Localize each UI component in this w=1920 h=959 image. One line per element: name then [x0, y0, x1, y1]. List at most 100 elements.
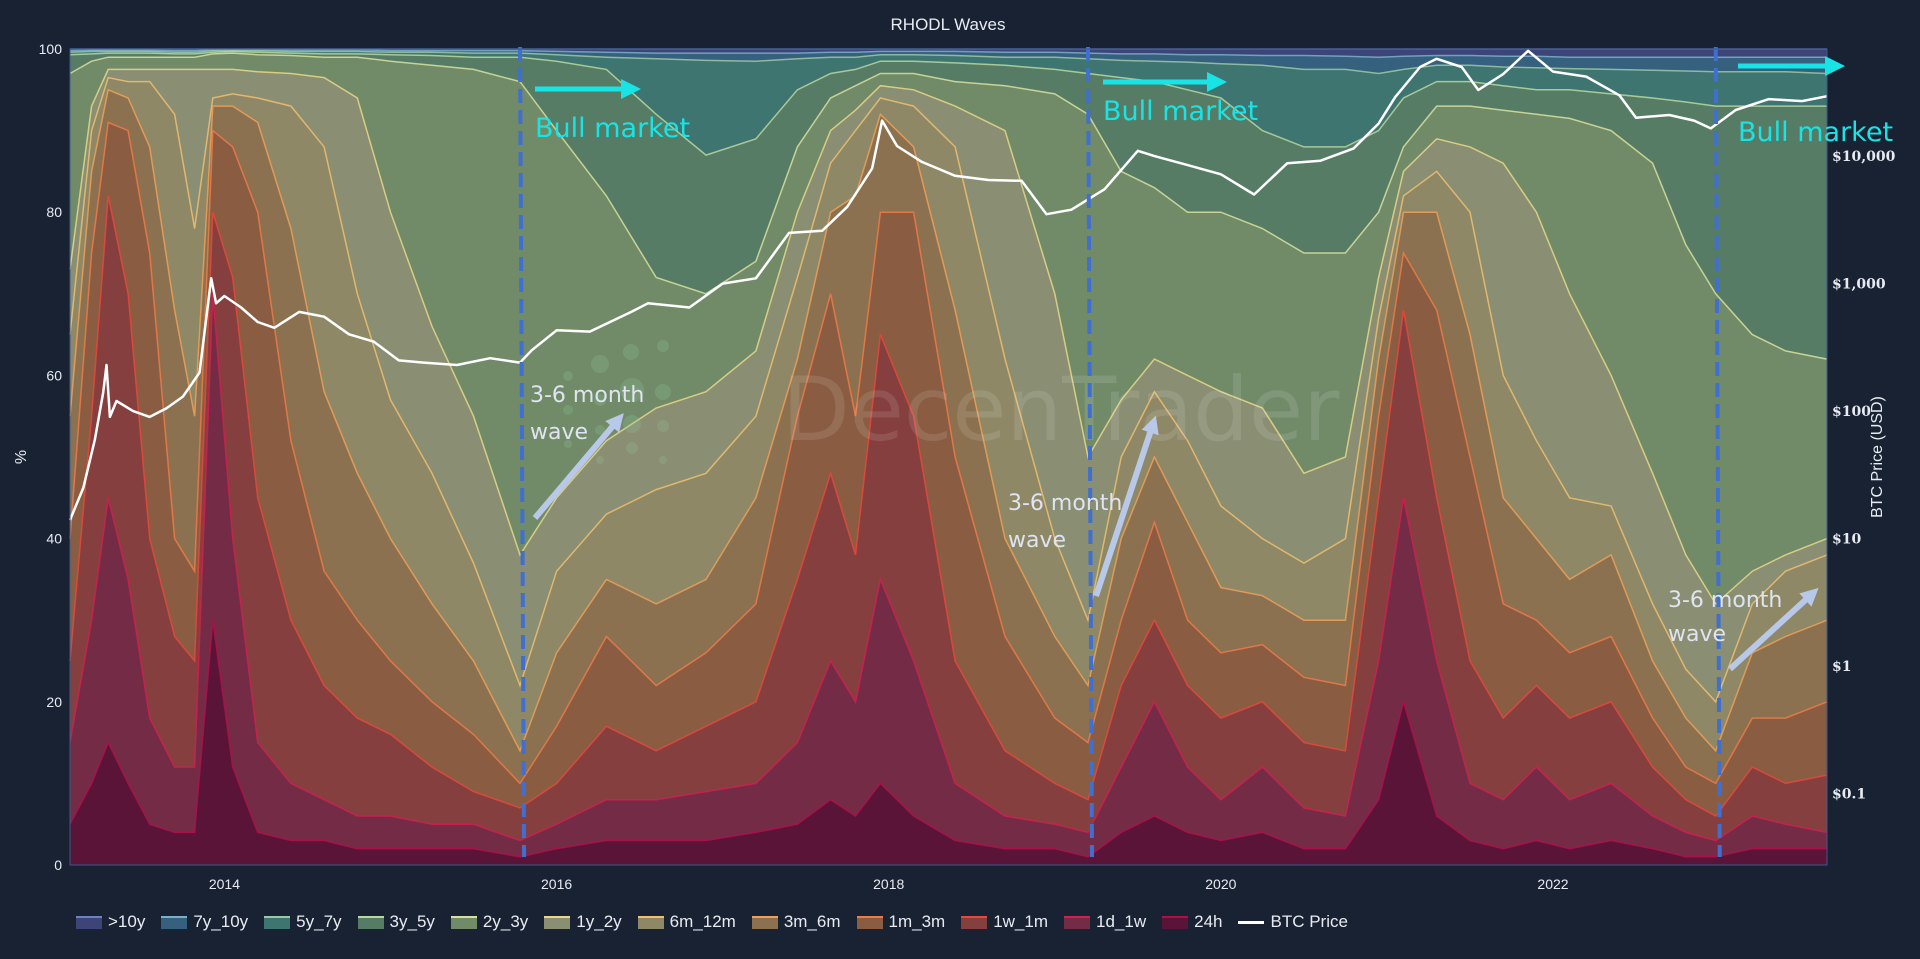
legend-label: 1y_2y: [576, 912, 622, 931]
wave-label-line1: 3-6 month: [1668, 588, 1782, 613]
y2-axis-title: BTC Price (USD): [1869, 396, 1886, 518]
bull-market-label: Bull market: [1738, 117, 1893, 148]
legend-item[interactable]: 1y_2y: [544, 912, 622, 932]
stacked-bands: [69, 48, 1828, 866]
watermark-dot: [591, 355, 609, 373]
y-tick-label: 100: [39, 41, 63, 57]
wave-label-line1: 3-6 month: [530, 383, 644, 408]
legend-item[interactable]: 2y_3y: [450, 912, 529, 932]
watermark-dot: [596, 456, 604, 464]
legend-label: 1d_1w: [1096, 912, 1147, 931]
y2-tick-label: $1: [1832, 659, 1851, 675]
band-line-3m_6m: [69, 88, 1828, 753]
bull-market-label: Bull market: [535, 113, 690, 144]
watermark-dot: [563, 371, 573, 381]
x-tick-label: 2016: [541, 876, 572, 892]
wave-arrow: [1727, 587, 1819, 672]
legend-swatch: [856, 915, 883, 929]
legend-label: 2y_3y: [482, 912, 529, 931]
y2-tick-label: $0.1: [1832, 787, 1866, 803]
legend-swatch: [161, 915, 188, 929]
legend-item[interactable]: BTC Price: [1238, 912, 1348, 932]
y-tick-label: 60: [46, 367, 62, 383]
legend-item[interactable]: 1m_3m: [856, 912, 946, 932]
band-line-1d_1w: [69, 293, 1828, 842]
legend-item[interactable]: 1w_1m: [961, 912, 1048, 932]
legend-swatch: [264, 915, 291, 929]
legend-label: 1w_1m: [993, 912, 1048, 931]
watermark-dot: [659, 456, 667, 464]
x-tick-label: 2022: [1537, 876, 1568, 892]
legend-item[interactable]: >10y: [76, 912, 145, 932]
watermark-dot: [564, 440, 572, 448]
band-line-24h: [69, 620, 1827, 858]
watermark-dot: [595, 425, 605, 435]
btc-price-line-group: [68, 49, 1828, 521]
legend-label: 3y_5y: [389, 912, 435, 931]
plot-frame: [69, 48, 1828, 866]
legend-label: 7y_10y: [193, 912, 249, 931]
y2-tick-label: $10,000: [1832, 149, 1896, 165]
y-axis-left: 0 20 40 60 80 100: [39, 41, 63, 873]
legend: >10y 7y_10y 5y_7y 3y_5y 2y_3y 1y_2y 6m_12m 3m_6…: [76, 912, 1364, 932]
watermark-dot: [655, 384, 671, 400]
bull-market-label: Bull market: [1103, 96, 1258, 127]
legend-label: 6m_12m: [669, 912, 736, 931]
x-axis: 2014 2016 2018 2020 2022: [209, 876, 1569, 892]
legend-label: 1m_3m: [888, 912, 946, 931]
y-axis-title: %: [13, 450, 30, 464]
wave-label-line1: 3-6 month: [1008, 491, 1122, 516]
watermark-text: DecenTrader: [782, 358, 1340, 461]
legend-item[interactable]: 5y_7y: [264, 912, 342, 932]
band-1d_1w: [70, 293, 1827, 865]
watermark-dot: [657, 340, 669, 352]
legend-label: 24h: [1194, 912, 1223, 931]
y2-tick-label: $100: [1832, 404, 1871, 420]
legend-item[interactable]: 6m_12m: [637, 912, 736, 932]
chart-title: RHODL Waves: [891, 15, 1006, 34]
y-axis-right: $0.1 $1 $10 $100 $1,000 $10,000: [1832, 149, 1896, 803]
band-line-5y_7y: [69, 49, 1828, 75]
watermark-dot: [620, 378, 644, 402]
band-line-1m_3m: [69, 121, 1828, 785]
band-line-2y_3y: [69, 52, 1828, 360]
band-line-1w_1m: [69, 195, 1828, 817]
legend-item[interactable]: 3y_5y: [357, 912, 435, 932]
y2-tick-label: $10: [1832, 532, 1861, 548]
btc-price-line: [68, 49, 1828, 521]
x-tick-label: 2014: [209, 876, 240, 892]
y-tick-label: 20: [46, 694, 62, 710]
legend-swatch: [544, 915, 571, 929]
legend-swatch: [1162, 915, 1189, 929]
legend-swatch: [76, 915, 102, 929]
wave-arrow: [1093, 415, 1159, 597]
watermark-dot: [623, 415, 641, 433]
wave-label-line2: wave: [530, 420, 588, 445]
halving-dashed-line: [518, 46, 527, 858]
legend-item[interactable]: 7y_10y: [161, 912, 248, 932]
x-tick-label: 2018: [873, 876, 904, 892]
legend-line-swatch: [1238, 920, 1265, 924]
legend-item[interactable]: 3m_6m: [751, 912, 841, 932]
watermark-dot: [594, 394, 606, 406]
band-line-3y_5y: [69, 50, 1827, 156]
legend-swatch: [1064, 915, 1090, 929]
legend-item[interactable]: 24h: [1162, 912, 1222, 932]
wave-label-line2: wave: [1008, 528, 1066, 553]
y2-tick-label: $1,000: [1832, 277, 1886, 293]
x-tick-label: 2020: [1205, 876, 1236, 892]
y-tick-label: 40: [46, 531, 62, 547]
wave-label-line2: wave: [1668, 622, 1726, 647]
legend-swatch: [450, 915, 477, 929]
annotations: Bull market Bull market Bull market 3-6 mon…: [530, 56, 1893, 672]
band-line-7y_10y: [69, 49, 1827, 58]
legend-label: 5y_7y: [296, 912, 342, 931]
watermark-dot: [657, 420, 669, 432]
watermark-dot: [623, 344, 639, 360]
wave-arrow: [532, 413, 624, 520]
legend-swatch: [357, 915, 384, 929]
legend-item[interactable]: 1d_1w: [1064, 912, 1146, 932]
legend-swatch: [637, 915, 664, 929]
y-tick-label: 0: [54, 857, 62, 873]
